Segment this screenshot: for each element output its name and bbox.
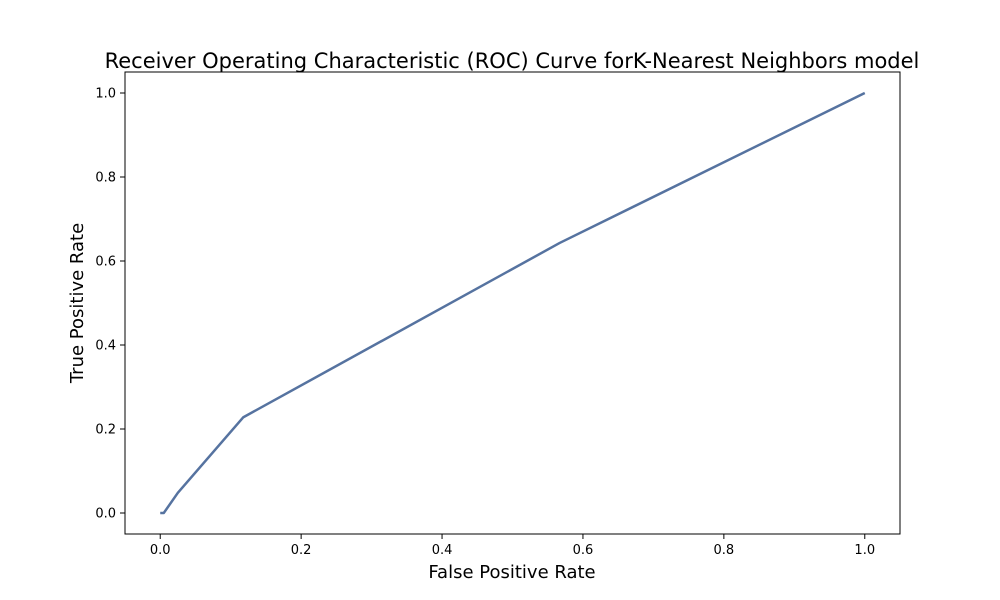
x-axis-ticks: 0.0 0.2 0.4 0.6 0.8 1.0: [150, 534, 875, 558]
x-axis-label: False Positive Rate: [428, 562, 595, 583]
x-tick-label: 0.6: [573, 543, 594, 558]
y-tick-label: 0.6: [95, 255, 116, 270]
chart-title: Receiver Operating Characteristic (ROC) …: [105, 49, 920, 73]
axes-frame: [124, 71, 901, 535]
y-tick-label: 0.8: [95, 171, 116, 186]
y-axis-ticks: 0.0 0.2 0.4 0.6 0.8 1.0: [95, 87, 125, 522]
y-tick-label: 0.4: [95, 339, 116, 354]
y-axis-label: True Positive Rate: [67, 223, 88, 384]
y-tick-label: 0.0: [95, 507, 116, 522]
roc-curve-line: [160, 91, 866, 515]
x-tick-label: 0.4: [432, 543, 453, 558]
x-tick-label: 0.0: [150, 543, 171, 558]
x-tick-label: 0.2: [291, 543, 312, 558]
plot-area: 0.0 0.2 0.4 0.6 0.8 1.0 0.0 0.2 0.4 0.6 0.8 1.0: [95, 71, 901, 558]
x-tick-label: 0.8: [714, 543, 735, 558]
y-tick-label: 0.2: [95, 423, 116, 438]
x-tick-label: 1.0: [854, 543, 875, 558]
y-tick-label: 1.0: [95, 87, 116, 102]
